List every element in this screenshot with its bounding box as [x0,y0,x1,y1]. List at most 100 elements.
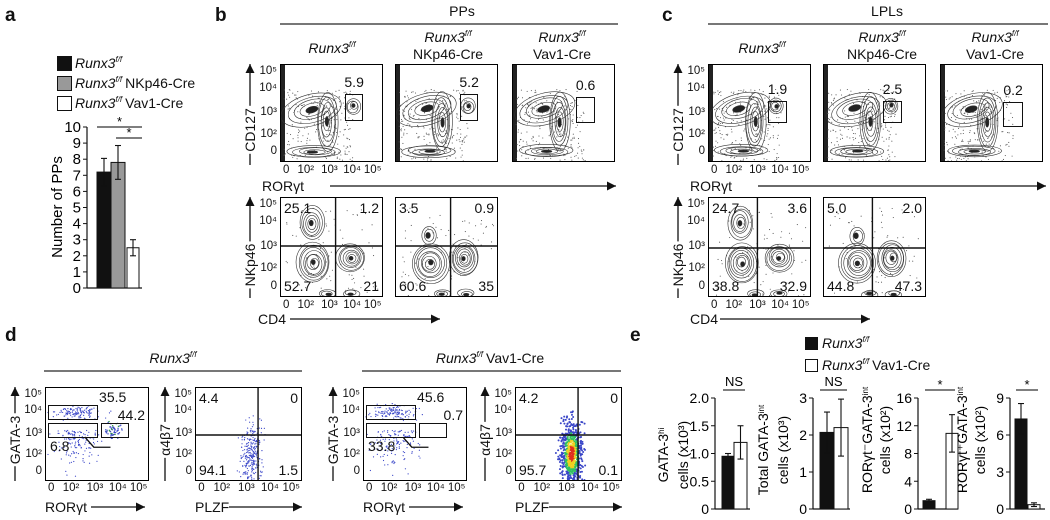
event-dot [719,241,721,243]
event-dot [574,155,576,157]
event-dot [65,470,67,472]
event-dot [114,431,117,434]
event-dot [68,410,71,413]
event-dot [396,439,398,441]
event-dot [346,146,348,148]
event-dot [736,121,738,123]
event-dot [464,231,466,233]
event-dot [301,210,303,212]
contour-line [424,259,435,270]
event-dot [394,411,396,413]
event-dot [65,431,68,433]
event-dot [107,433,109,435]
event-dot [451,136,454,138]
event-dot [69,433,71,435]
contour-line [852,230,863,243]
event-dot [85,447,88,449]
arrowhead-icon [245,197,255,206]
event-dot [412,407,414,409]
event-dot [75,452,78,454]
y-tick-label: 10⁵ [259,64,277,77]
event-dot [412,430,415,432]
event-dot [74,475,77,477]
plot-events [824,65,899,161]
event-dot [561,459,564,462]
event-dot [714,129,716,131]
event-dot [865,154,868,156]
event-dot [315,131,317,133]
event-dot [300,104,302,107]
quadrant-upper-right: 0 [290,390,298,406]
event-dot [850,159,852,161]
event-dot [398,411,400,413]
event-dot [402,142,404,145]
event-dot [325,261,328,263]
event-dot [832,129,834,131]
rorgt-cd127-gate [1002,102,1024,127]
event-dot [330,134,332,136]
event-dot [330,251,332,253]
event-dot [984,131,986,133]
event-dot [515,124,517,126]
event-dot [769,137,771,139]
event-dot [720,95,722,97]
event-dot [76,409,78,411]
event-dot [517,131,519,133]
event-dot [389,409,392,411]
event-dot [411,126,413,128]
event-dot [845,120,847,122]
event-dot [791,273,793,275]
event-dot [415,157,417,159]
event-dot [376,403,378,405]
event-dot [66,450,68,452]
event-dot [891,151,893,153]
event-dot [410,240,412,242]
y-axis-title-superscript: hi [657,427,666,433]
event-dot [560,455,563,458]
event-dot [890,115,892,117]
contour-line [519,95,569,124]
event-dot [827,118,829,120]
contour-line [531,101,557,117]
contour-line [726,101,751,116]
event-dot [567,473,570,476]
event-dot [80,409,82,412]
event-dot [69,413,71,415]
event-dot [83,461,85,463]
cd127-rorgt-plot-1: 1.9 [708,64,811,162]
event-dot [902,289,905,291]
event-dot [96,460,98,462]
event-dot [247,427,249,429]
event-dot [951,106,954,108]
event-dot [400,417,402,419]
x-tick-label: 0 [48,482,55,494]
event-dot [78,435,81,437]
event-dot [992,89,994,91]
gene-name: Runx3 [75,55,116,71]
y-axis-title-a4b7: α4β7 [157,422,173,458]
event-dot [330,210,332,212]
event-dot [983,140,985,142]
arrowhead-icon [10,387,20,396]
event-dot [778,144,780,146]
event-dot [71,416,73,418]
contour-line [402,95,452,124]
event-dot [738,90,740,92]
event-dot [408,275,410,277]
event-dot [251,469,253,472]
event-dot [388,443,390,446]
event-dot [851,220,853,223]
event-dot [255,460,257,462]
event-dot [118,431,121,434]
event-dot [526,143,528,145]
event-dot [1008,132,1010,134]
event-dot [258,443,260,445]
event-dot [77,406,79,408]
y-axis-title-superscript: int [757,404,766,413]
event-dot [434,133,436,136]
event-dot [758,127,760,129]
contour-line [317,92,339,152]
quadrant-lower-left: 52.7 [284,278,312,294]
event-dot [428,134,430,136]
event-dot [410,224,412,227]
